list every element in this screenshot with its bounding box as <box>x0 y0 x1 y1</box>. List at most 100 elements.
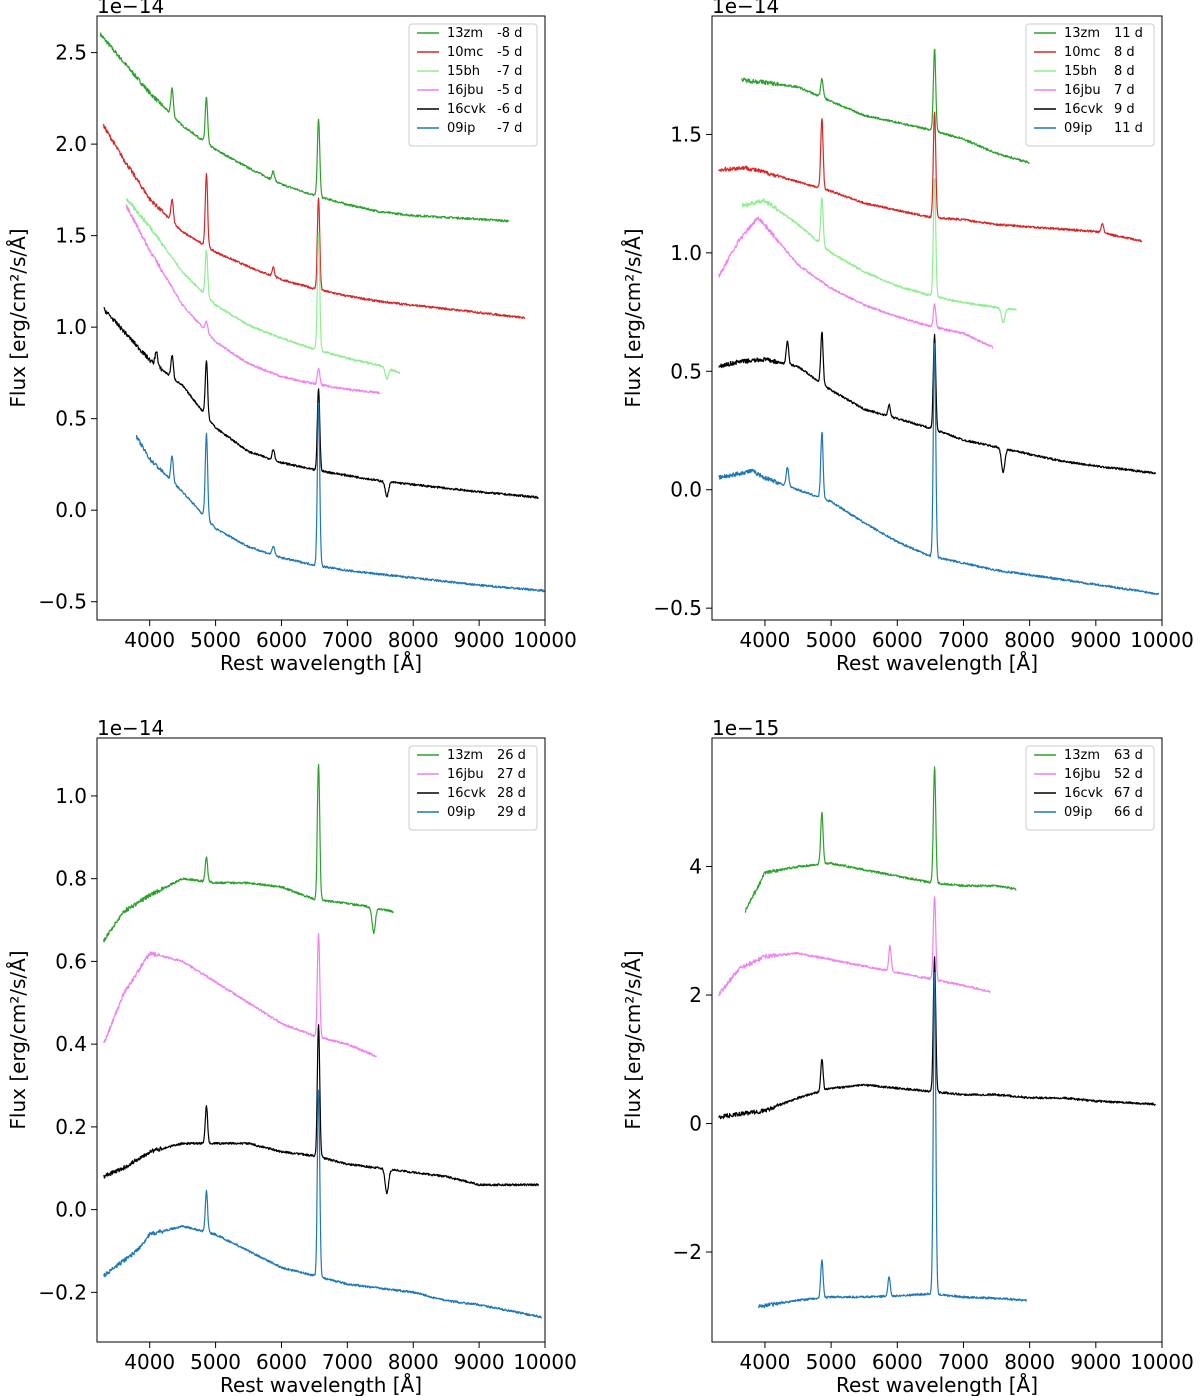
legend-entry-16jbu: 16jbu <box>1064 767 1101 782</box>
series-09ip-line <box>103 1089 543 1319</box>
plot-frame <box>96 15 546 621</box>
legend-entry-16cvk: 16cvk <box>447 786 486 801</box>
x-tick-label: 6000 <box>256 628 307 652</box>
x-axis-label: Rest wavelength [Å] <box>220 651 422 675</box>
legend-entry-10mc: 10mc <box>447 45 483 60</box>
y-tick-label: 0.6 <box>55 949 87 973</box>
x-tick-label: 7000 <box>938 1350 989 1374</box>
legend-epoch-13zm: 26 d <box>497 748 526 763</box>
offset-label: 1e−14 <box>97 716 164 740</box>
y-axis-label: Flux [erg/cm²/s/Å] <box>621 950 645 1129</box>
y-axis-label: Flux [erg/cm²/s/Å] <box>621 228 645 407</box>
legend-entry-16jbu: 16jbu <box>1064 83 1101 98</box>
x-axis-label: Rest wavelength [Å] <box>220 1373 422 1396</box>
x-tick-label: 10000 <box>1130 1350 1194 1374</box>
x-axis-label: Rest wavelength [Å] <box>836 1373 1038 1396</box>
series-15bh-line <box>126 198 401 380</box>
series-16cvk-line <box>103 306 539 499</box>
legend-entry-09ip: 09ip <box>447 121 475 136</box>
y-tick-label: 1.5 <box>55 224 87 248</box>
legend: 13zm 26 d 16jbu 27 d 16cvk 28 d 09ip 29 d <box>408 745 538 831</box>
legend-epoch-15bh: -7 d <box>497 64 522 79</box>
x-tick-label: 10000 <box>513 1350 577 1374</box>
legend-entry-16jbu: 16jbu <box>447 767 484 782</box>
legend-entry-16jbu: 16jbu <box>447 83 484 98</box>
x-tick-label: 8000 <box>388 628 439 652</box>
legend-epoch-13zm: -8 d <box>497 26 522 41</box>
legend-epoch-16cvk: 67 d <box>1114 786 1143 801</box>
series-16jbu-line <box>126 204 381 395</box>
y-tick-label: −0.5 <box>38 590 87 614</box>
series-10mc-line <box>103 123 526 320</box>
x-tick-label: 9000 <box>1070 628 1121 652</box>
y-tick-label: −2 <box>673 1240 702 1264</box>
legend-box <box>408 23 538 147</box>
series-16jbu-line <box>103 933 378 1058</box>
series-16cvk-line <box>718 331 1156 475</box>
panel-top-right: 4000 5000 6000 7000 8000 9000 10000 −0.5 0.0 0.5 1… <box>621 0 1194 675</box>
panel-bottom-right: 4000 5000 6000 7000 8000 9000 10000 −2 0 2 4 1e−15 R… <box>621 716 1194 1396</box>
x-tick-label: 5000 <box>190 1350 241 1374</box>
legend-box <box>1025 745 1155 831</box>
series-16jbu-line <box>718 896 991 997</box>
series-16jbu-line <box>718 216 994 349</box>
x-tick-label: 6000 <box>872 628 923 652</box>
legend-epoch-16cvk: -6 d <box>497 102 522 117</box>
legend-box <box>408 745 538 831</box>
legend-entry-09ip: 09ip <box>1064 121 1092 136</box>
x-tick-label: 7000 <box>322 1350 373 1374</box>
legend-entry-13zm: 13zm <box>1064 26 1100 41</box>
y-tick-label: 2.5 <box>55 41 87 65</box>
legend-epoch-13zm: 11 d <box>1114 26 1143 41</box>
series-16cvk-line <box>718 956 1156 1120</box>
x-tick-label: 9000 <box>454 1350 505 1374</box>
y-tick-label: 1.0 <box>55 315 87 339</box>
legend-entry-15bh: 15bh <box>447 64 480 79</box>
y-tick-label: 0.2 <box>55 1115 87 1139</box>
x-tick-label: 10000 <box>1130 628 1194 652</box>
legend-entry-09ip: 09ip <box>447 805 475 820</box>
x-tick-label: 7000 <box>938 628 989 652</box>
y-tick-label: 0.5 <box>670 359 702 383</box>
x-tick-label: 10000 <box>513 628 577 652</box>
legend-entry-16cvk: 16cvk <box>1064 102 1103 117</box>
series-13zm-line <box>103 763 394 943</box>
series-13zm-line <box>99 32 510 223</box>
plot-frame <box>96 737 546 1343</box>
x-tick-label: 4000 <box>739 628 790 652</box>
y-tick-label: 0.0 <box>670 478 702 502</box>
x-tick-label: 5000 <box>806 628 857 652</box>
legend-entry-10mc: 10mc <box>1064 45 1100 60</box>
legend-epoch-09ip: 29 d <box>497 805 526 820</box>
series-09ip-line <box>135 402 546 593</box>
y-tick-label: 0.0 <box>55 1198 87 1222</box>
legend-entry-13zm: 13zm <box>1064 748 1100 763</box>
legend-epoch-16cvk: 9 d <box>1114 102 1135 117</box>
legend-entry-13zm: 13zm <box>447 748 483 763</box>
legend-epoch-09ip: 11 d <box>1114 121 1143 136</box>
offset-label: 1e−14 <box>712 0 779 18</box>
x-tick-label: 8000 <box>1004 628 1055 652</box>
x-tick-label: 5000 <box>190 628 241 652</box>
legend-entry-15bh: 15bh <box>1064 64 1097 79</box>
legend: 13zm -8 d 10mc -5 d 15bh -7 d 16jbu -5 d 16cvk -6… <box>408 23 538 147</box>
y-axis-label: Flux [erg/cm²/s/Å] <box>6 950 30 1129</box>
x-tick-label: 9000 <box>454 628 505 652</box>
y-tick-label: −0.2 <box>38 1280 87 1304</box>
legend-epoch-15bh: 8 d <box>1114 64 1135 79</box>
y-tick-label: 0 <box>689 1112 702 1136</box>
x-tick-label: 4000 <box>124 628 175 652</box>
y-tick-label: 0.5 <box>55 407 87 431</box>
legend-entry-16cvk: 16cvk <box>1064 786 1103 801</box>
series-15bh-line <box>741 178 1017 324</box>
x-tick-label: 4000 <box>739 1350 790 1374</box>
legend-entry-13zm: 13zm <box>447 26 483 41</box>
legend-epoch-16jbu: 27 d <box>497 767 526 782</box>
x-tick-label: 8000 <box>388 1350 439 1374</box>
series-13zm-line <box>741 48 1030 164</box>
y-tick-label: −0.5 <box>653 596 702 620</box>
legend: 13zm 11 d 10mc 8 d 15bh 8 d 16jbu 7 d 16cvk 9 d 09… <box>1025 23 1155 147</box>
y-axis-label: Flux [erg/cm²/s/Å] <box>6 228 30 407</box>
offset-label: 1e−15 <box>712 716 779 740</box>
x-tick-label: 8000 <box>1004 1350 1055 1374</box>
